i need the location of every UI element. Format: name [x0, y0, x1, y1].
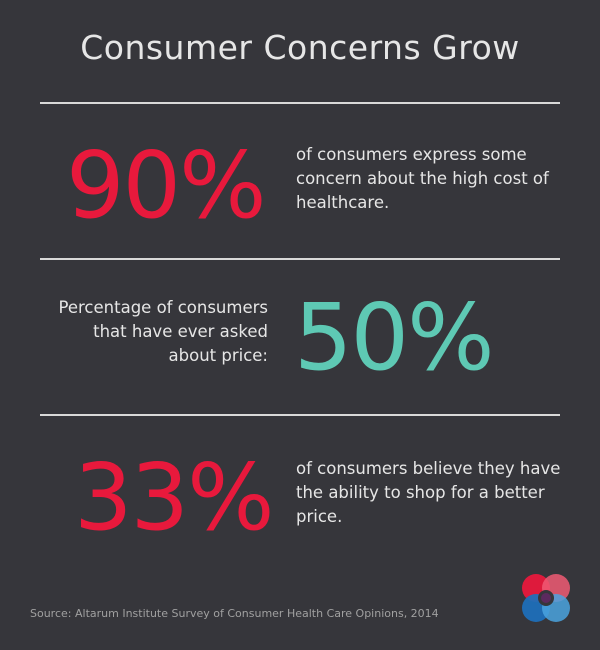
divider: [40, 102, 560, 104]
stat-description-2: Percentage of consumers that have ever a…: [30, 296, 269, 368]
stat-2-line-1: Percentage of consumers: [58, 298, 269, 317]
stat-2-line-3: about price:: [168, 346, 268, 365]
stat-value-2: 50%: [294, 284, 494, 391]
stat-3-line-3: price.: [296, 507, 343, 526]
stat-value-3: 33%: [74, 444, 274, 551]
page-title: Consumer Concerns Grow: [80, 28, 520, 67]
divider: [40, 414, 560, 416]
divider: [40, 258, 560, 260]
stat-3-line-2: the ability to shop for a better: [296, 483, 545, 502]
stat-3-line-1: of consumers believe they have: [296, 459, 561, 478]
stat-1-line-3: healthcare.: [296, 193, 390, 212]
source-note: Source: Altarum Institute Survey of Cons…: [30, 607, 439, 620]
brand-logo-icon: [522, 574, 570, 622]
stat-value-1: 90%: [66, 132, 266, 239]
stat-2-line-2: that have ever asked: [93, 322, 268, 341]
stat-1-line-2: concern about the high cost of: [296, 169, 549, 188]
stat-description-1: of consumers express some concern about …: [296, 143, 549, 215]
stat-1-line-1: of consumers express some: [296, 145, 527, 164]
stat-description-3: of consumers believe they have the abili…: [296, 457, 560, 529]
